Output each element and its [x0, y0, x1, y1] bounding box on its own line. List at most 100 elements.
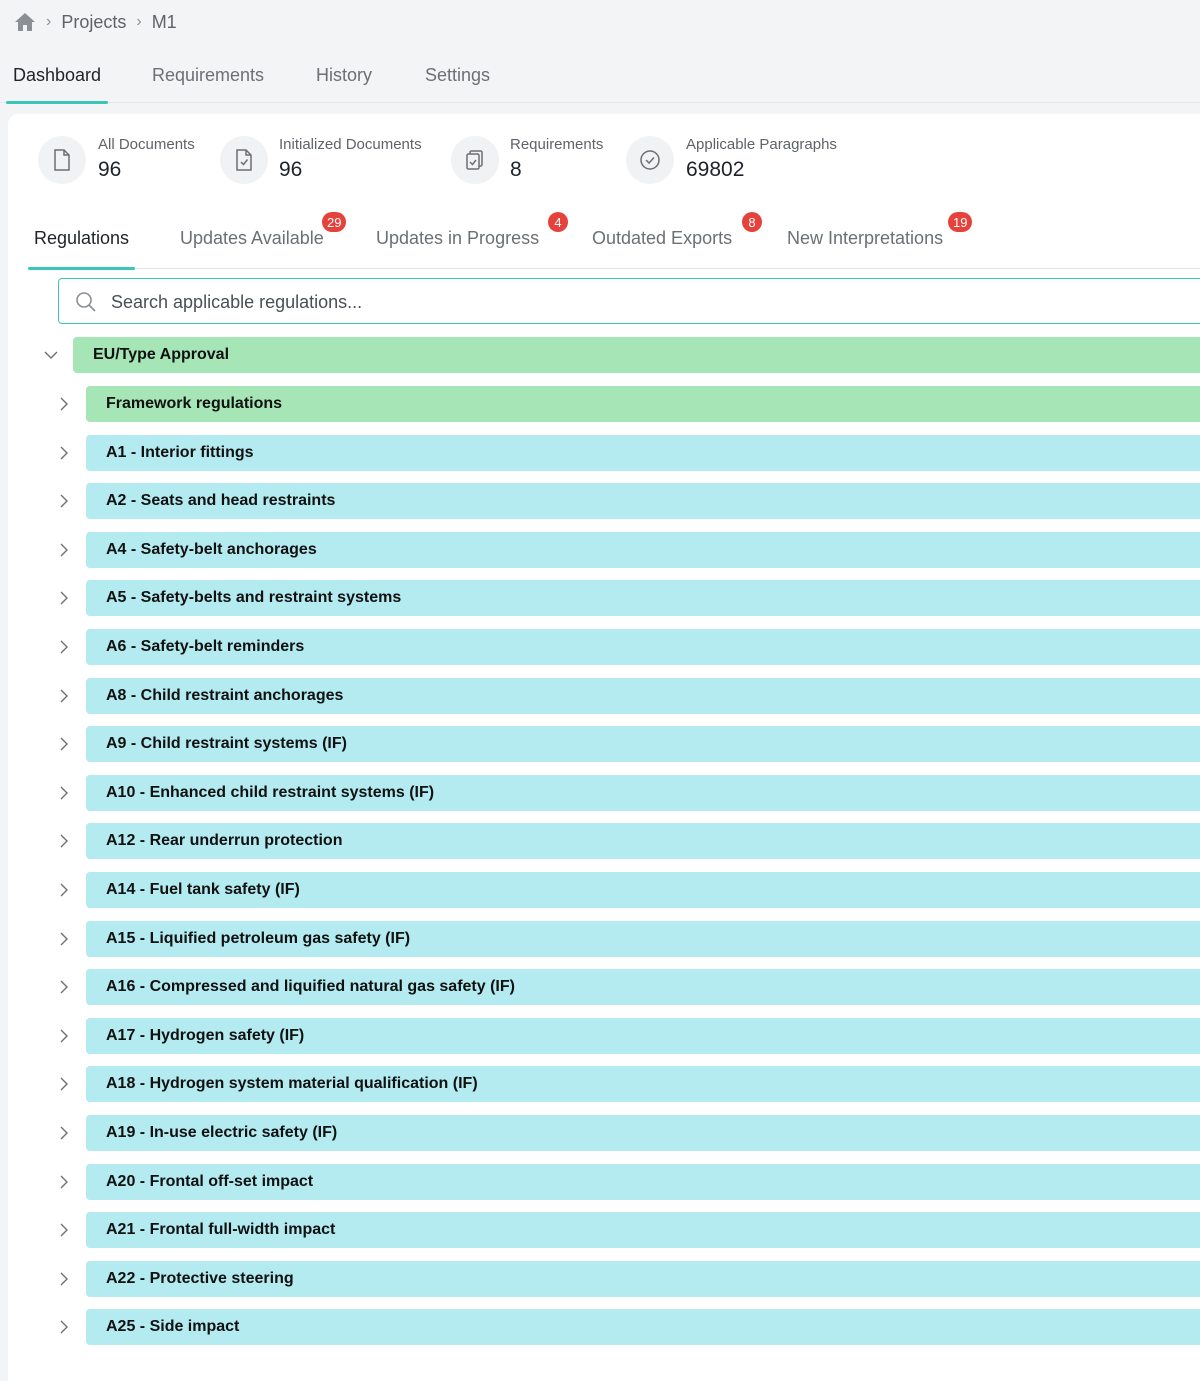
chevron-right-icon[interactable] [55, 1270, 73, 1288]
tree-item-row: A9 - Child restraint systems (IF) [8, 726, 1200, 763]
new-interpretations-count-badge: 19 [948, 212, 973, 232]
chevron-right-icon[interactable] [55, 1318, 73, 1336]
main-tabs: Dashboard Requirements History Settings [0, 48, 1200, 104]
tree-group-row: EU/Type Approval [8, 337, 1200, 373]
breadcrumb-projects[interactable]: Projects [61, 11, 127, 32]
tree-item[interactable]: A6 - Safety-belt reminders [86, 629, 1200, 665]
tree-item-row: A2 - Seats and head restraints [8, 483, 1200, 520]
breadcrumb-current: M1 [151, 11, 177, 32]
tab-new-interpretations[interactable]: New Interpretations [787, 227, 944, 248]
tree-item-row: A22 - Protective steering [8, 1260, 1200, 1297]
tree-item[interactable]: A21 - Frontal full-width impact [86, 1212, 1200, 1249]
chevron-right-icon[interactable] [55, 395, 73, 413]
chevron-right-icon[interactable] [55, 687, 73, 705]
dashboard-panel: All Documents 96 Initialized Documents 9… [8, 114, 1200, 1381]
tree-item[interactable]: A25 - Side impact [86, 1309, 1200, 1346]
search-box [58, 278, 1200, 324]
tree-group-eu-type-approval[interactable]: EU/Type Approval [73, 337, 1200, 373]
stat-all-documents: All Documents 96 [38, 134, 218, 186]
tree-item[interactable]: A9 - Child restraint systems (IF) [86, 726, 1200, 763]
chevron-right-icon[interactable] [55, 492, 73, 510]
tree-item[interactable]: A12 - Rear underrun protection [86, 823, 1200, 860]
chevron-right-icon[interactable] [55, 735, 73, 753]
tree-item-row: A1 - Interior fittings [8, 434, 1200, 471]
tree-item[interactable]: Framework regulations [86, 386, 1200, 422]
chevron-right-icon[interactable] [55, 444, 73, 462]
tree-item[interactable]: A17 - Hydrogen safety (IF) [86, 1017, 1200, 1054]
tree-item[interactable]: A22 - Protective steering [86, 1260, 1200, 1297]
tree-item-row: A20 - Frontal off-set impact [8, 1163, 1200, 1200]
chevron-down-icon[interactable] [42, 346, 60, 364]
tree-item-row: A14 - Fuel tank safety (IF) [8, 872, 1200, 908]
tree-item-row: A19 - In-use electric safety (IF) [8, 1115, 1200, 1151]
tree-item-row: Framework regulations [8, 386, 1200, 422]
tab-history[interactable]: History [316, 64, 373, 85]
chevron-right-icon[interactable] [55, 930, 73, 948]
search-input[interactable] [109, 285, 1113, 319]
outdated-exports-count-badge: 8 [742, 212, 762, 232]
home-icon[interactable] [14, 12, 36, 32]
tab-requirements[interactable]: Requirements [152, 64, 265, 85]
tree-item[interactable]: A18 - Hydrogen system material qualifica… [86, 1066, 1200, 1103]
tree-item[interactable]: A8 - Child restraint anchorages [86, 677, 1200, 714]
tree-item[interactable]: A4 - Safety-belt anchorages [86, 531, 1200, 568]
stat-label: Applicable Paragraphs [686, 136, 837, 153]
chevron-right-icon[interactable] [55, 1075, 73, 1093]
chevron-right-icon[interactable] [55, 1173, 73, 1191]
stat-value: 8 [510, 158, 522, 181]
chevron-right-icon[interactable] [55, 832, 73, 850]
tree-item-row: A4 - Safety-belt anchorages [8, 531, 1200, 568]
tree-item[interactable]: A14 - Fuel tank safety (IF) [86, 872, 1200, 908]
tree-item-row: A16 - Compressed and liquified natural g… [8, 969, 1200, 1006]
tree-item[interactable]: A19 - In-use electric safety (IF) [86, 1115, 1200, 1151]
breadcrumb-separator: › [136, 13, 142, 30]
chevron-right-icon[interactable] [55, 881, 73, 899]
stat-label: Initialized Documents [279, 136, 422, 153]
chevron-right-icon[interactable] [55, 978, 73, 996]
tab-updates-available[interactable]: Updates Available [180, 227, 324, 248]
tree-item[interactable]: A20 - Frontal off-set impact [86, 1163, 1200, 1200]
stat-label: All Documents [98, 136, 195, 153]
tree-item-row: A10 - Enhanced child restraint systems (… [8, 774, 1200, 811]
breadcrumb-separator: › [46, 13, 52, 30]
tab-settings[interactable]: Settings [425, 64, 491, 85]
tree-item[interactable]: A5 - Safety-belts and restraint systems [86, 580, 1200, 617]
chevron-right-icon[interactable] [55, 589, 73, 607]
tab-regulations[interactable]: Regulations [28, 208, 135, 270]
tree-item[interactable]: A2 - Seats and head restraints [86, 483, 1200, 520]
tree-item-row: A5 - Safety-belts and restraint systems [8, 580, 1200, 617]
chevron-right-icon[interactable] [55, 1124, 73, 1142]
stat-value: 69802 [686, 158, 745, 181]
stat-value: 96 [279, 158, 303, 181]
breadcrumb: › Projects › M1 [14, 8, 177, 36]
chevron-right-icon[interactable] [55, 1027, 73, 1045]
tree-item-row: A6 - Safety-belt reminders [8, 629, 1200, 665]
tree-item-row: A12 - Rear underrun protection [8, 823, 1200, 860]
stat-applicable-paragraphs: Applicable Paragraphs 69802 [626, 134, 866, 186]
chevron-right-icon[interactable] [55, 1221, 73, 1239]
tree-item-row: A15 - Liquified petroleum gas safety (IF… [8, 920, 1200, 957]
updates-in-progress-count-badge: 4 [548, 212, 568, 232]
tab-dashboard[interactable]: Dashboard [6, 48, 108, 104]
regulation-tabs: Regulations Updates Available Updates in… [28, 208, 1200, 270]
search-icon [75, 291, 97, 318]
check-circle-icon [626, 136, 674, 184]
tree-item[interactable]: A15 - Liquified petroleum gas safety (IF… [86, 920, 1200, 957]
chevron-right-icon[interactable] [55, 784, 73, 802]
tree-item-row: A25 - Side impact [8, 1309, 1200, 1346]
tree-item[interactable]: A10 - Enhanced child restraint systems (… [86, 774, 1200, 811]
stat-label: Requirements [510, 136, 604, 153]
chevron-right-icon[interactable] [55, 638, 73, 656]
chevron-right-icon[interactable] [55, 541, 73, 559]
document-check-icon [220, 136, 268, 184]
stat-value: 96 [98, 158, 122, 181]
tree-item-row: A21 - Frontal full-width impact [8, 1212, 1200, 1249]
tab-outdated-exports[interactable]: Outdated Exports [592, 227, 733, 248]
tree-item[interactable]: A1 - Interior fittings [86, 434, 1200, 471]
clipboard-icon [451, 136, 499, 184]
stat-initialized-documents: Initialized Documents 96 [220, 134, 440, 186]
document-icon [38, 136, 86, 184]
tree-item-row: A17 - Hydrogen safety (IF) [8, 1017, 1200, 1054]
tree-item[interactable]: A16 - Compressed and liquified natural g… [86, 969, 1200, 1006]
tab-updates-in-progress[interactable]: Updates in Progress [376, 227, 540, 248]
